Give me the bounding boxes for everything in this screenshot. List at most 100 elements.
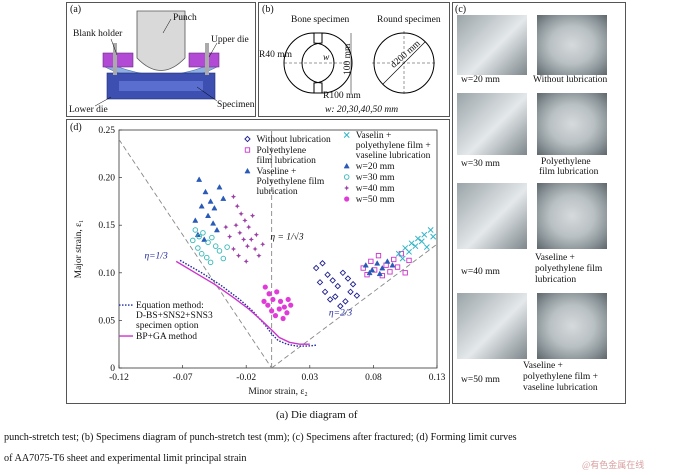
data-point bbox=[344, 275, 352, 282]
x-tick-label: -0.07 bbox=[173, 373, 193, 383]
data-point bbox=[384, 258, 391, 264]
label-r40: R40 mm bbox=[259, 50, 292, 60]
legend-bottom-text: Equation method: bbox=[136, 301, 204, 311]
data-point bbox=[230, 194, 237, 200]
data-point bbox=[211, 204, 218, 211]
legend-top-text: Vaseline + bbox=[256, 167, 296, 177]
row4-desc-1: Vaseline + bbox=[523, 361, 563, 371]
data-point bbox=[414, 235, 421, 242]
data-point bbox=[227, 234, 233, 240]
row3-desc-2: polyethylene film bbox=[535, 264, 603, 274]
label-blank-holder: Blank holder bbox=[73, 29, 123, 39]
data-point bbox=[246, 224, 252, 230]
caption-line-1: (a) Die diagram of bbox=[276, 409, 358, 421]
data-point bbox=[406, 248, 412, 255]
data-point bbox=[339, 269, 347, 277]
data-point bbox=[427, 227, 434, 233]
data-point bbox=[265, 302, 271, 308]
data-point bbox=[201, 236, 208, 242]
y-tick-label: 0.15 bbox=[98, 221, 115, 231]
data-point bbox=[412, 243, 419, 250]
data-point bbox=[192, 227, 199, 233]
annotation-eta-1-3: η=1/3 bbox=[144, 252, 168, 262]
data-point bbox=[244, 243, 251, 249]
data-point bbox=[369, 266, 376, 273]
panel-d-forming-limit-chart: (d) -0.12 -0.07 -0.02 0.03 0.08 0.13 0 0.05 0.10… bbox=[66, 119, 450, 404]
data-point bbox=[202, 188, 209, 195]
x-tick-label: 0.13 bbox=[429, 373, 446, 383]
legend-right-text: w=40 mm bbox=[356, 184, 395, 194]
data-point bbox=[280, 315, 286, 322]
data-point bbox=[198, 251, 205, 257]
specimen-shapes bbox=[283, 31, 436, 95]
legend-top-text: lubrication bbox=[256, 187, 297, 197]
row3-width: w=40 mm bbox=[461, 267, 500, 277]
photo-bone-40 bbox=[457, 183, 527, 249]
data-point bbox=[196, 176, 203, 182]
data-point bbox=[220, 195, 227, 201]
photo-bone-20 bbox=[457, 15, 527, 75]
row4-desc-2: polyethylene film + bbox=[523, 372, 599, 382]
data-point bbox=[329, 277, 336, 284]
data-point bbox=[374, 260, 381, 266]
caption-line-3: of AA7075-T6 sheet and experimental limi… bbox=[4, 453, 247, 464]
data-point bbox=[216, 248, 223, 254]
plot-frame bbox=[118, 129, 438, 369]
data-point bbox=[243, 258, 249, 264]
data-point bbox=[253, 232, 259, 238]
data-point bbox=[207, 259, 214, 266]
data-point bbox=[395, 250, 402, 257]
data-point bbox=[230, 246, 237, 252]
legend-top-symbol bbox=[244, 167, 251, 174]
data-point bbox=[242, 217, 248, 224]
data-point bbox=[200, 230, 206, 236]
x-tick-label: -0.02 bbox=[236, 373, 256, 383]
data-point bbox=[375, 253, 382, 259]
data-point bbox=[261, 298, 267, 304]
panel-d-label: (d) bbox=[70, 122, 82, 133]
y-tick-label: 0.10 bbox=[98, 269, 115, 279]
data-point bbox=[241, 236, 247, 243]
label-round-specimen: Round specimen bbox=[377, 15, 441, 25]
legend-right-text: vaseline lubrication bbox=[356, 151, 431, 161]
data-point bbox=[353, 292, 361, 299]
data-point bbox=[288, 302, 294, 308]
data-point bbox=[421, 231, 428, 238]
data-point bbox=[190, 237, 196, 244]
data-point bbox=[418, 238, 425, 245]
legend-right-symbol bbox=[343, 132, 350, 138]
data-point bbox=[319, 260, 326, 267]
data-point bbox=[360, 265, 366, 271]
label-widths: w: 20,30,40,50 mm bbox=[325, 105, 399, 115]
legend-bottom-text: D-BS+SNS2+SNS3 bbox=[136, 311, 213, 321]
data-point bbox=[324, 271, 331, 278]
data-point bbox=[368, 258, 374, 265]
row2-desc-1: Polyethylene bbox=[541, 157, 591, 167]
data-point bbox=[195, 245, 201, 251]
data-point bbox=[334, 282, 342, 290]
data-point bbox=[274, 289, 280, 295]
data-point bbox=[223, 224, 229, 230]
photo-dome-40 bbox=[537, 183, 607, 249]
data-point bbox=[402, 270, 408, 276]
photo-dome-30 bbox=[537, 93, 607, 155]
y-tick-label: 0 bbox=[110, 364, 115, 374]
panel-a-label: (a) bbox=[70, 4, 82, 15]
legend-right-symbol bbox=[344, 185, 350, 191]
data-point bbox=[252, 246, 258, 252]
data-point bbox=[209, 234, 215, 241]
data-point bbox=[394, 264, 401, 270]
legend-top-symbol bbox=[244, 135, 251, 143]
data-point bbox=[207, 198, 214, 204]
legend-bottom-text: specimen option bbox=[136, 321, 199, 331]
panel-c-fractured-specimens: (c) w=20 mm Without lubrication w=30 mm … bbox=[452, 2, 626, 404]
photo-bone-50 bbox=[457, 293, 527, 359]
data-point bbox=[423, 244, 430, 251]
annotation-eta-1-sqrt3: η = 1/√3 bbox=[270, 231, 303, 242]
data-point bbox=[224, 244, 230, 250]
ratio-line bbox=[118, 139, 273, 369]
y-tick-label: 0.25 bbox=[98, 126, 115, 136]
row3-desc-3: lubrication bbox=[535, 275, 577, 285]
data-point bbox=[379, 264, 386, 271]
label-upper-die: Upper die bbox=[211, 35, 249, 45]
